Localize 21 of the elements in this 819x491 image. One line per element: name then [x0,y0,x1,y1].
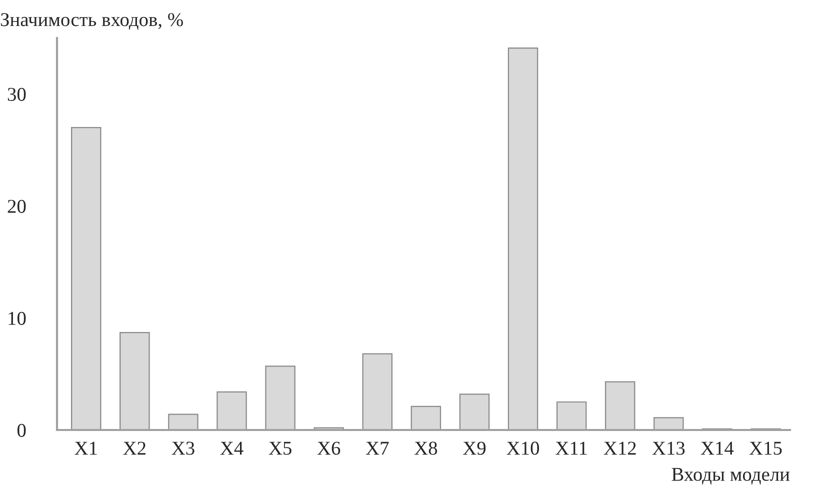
x-tick-label: X5 [268,442,292,455]
y-axis-title: Значимость входов, % [0,13,183,30]
x-tick-label: X7 [366,442,389,455]
x-tick-label: X4 [220,442,244,455]
x-tick-label: X13 [652,442,685,455]
x-tick-label: X8 [414,442,438,455]
x-tick-label: X2 [123,442,146,455]
x-tick-label: X3 [172,442,194,455]
y-tick-label: 20 [8,200,26,213]
x-tick-label: X14 [700,442,734,455]
y-tick-label: 30 [8,88,26,101]
y-tick-label: 10 [8,312,26,325]
x-tick-label: X9 [463,442,486,455]
x-tick-label: X10 [506,442,540,455]
x-axis-title: Входы модели [672,468,790,484]
y-tick-label: 0 [17,424,26,437]
x-tick-label: X15 [749,442,782,455]
x-tick-label: X1 [74,442,97,455]
x-tick-label: X11 [556,442,587,455]
x-tick-label: X6 [317,442,340,455]
x-tick-label: X12 [604,442,636,455]
